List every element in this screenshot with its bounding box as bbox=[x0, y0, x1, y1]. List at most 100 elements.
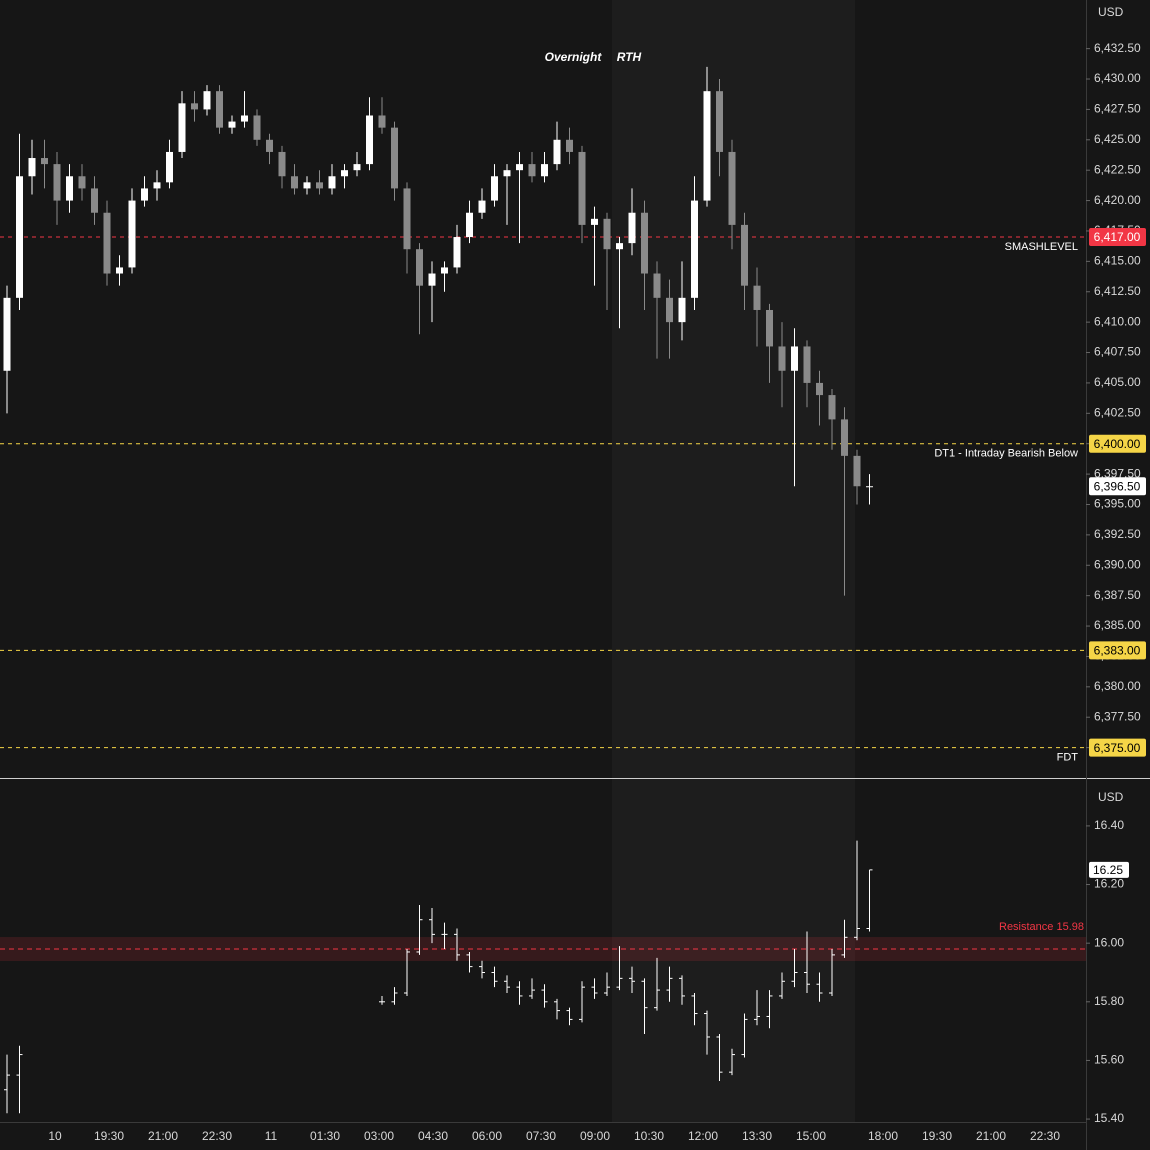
candle-body bbox=[128, 200, 136, 268]
x-tick-label: 19:30 bbox=[94, 1129, 124, 1143]
currency-label: USD bbox=[1098, 790, 1124, 804]
candle-body bbox=[366, 115, 373, 165]
x-tick-label: 12:00 bbox=[688, 1129, 718, 1143]
candle-body bbox=[303, 182, 311, 189]
x-tick-label: 15:00 bbox=[796, 1129, 826, 1143]
y-tick-label: 6,430.00 bbox=[1094, 71, 1141, 85]
candle-body bbox=[228, 121, 236, 128]
y-tick-label: 6,432.50 bbox=[1094, 41, 1141, 55]
candle-body bbox=[641, 212, 648, 274]
candle-body bbox=[28, 158, 36, 177]
session-label: RTH bbox=[617, 50, 642, 64]
candle-body bbox=[741, 224, 748, 286]
level-name: SMASHLEVEL bbox=[1005, 241, 1078, 253]
candle-body bbox=[403, 188, 411, 250]
x-tick-label: 03:00 bbox=[364, 1129, 394, 1143]
candle-body bbox=[141, 188, 148, 201]
y-tick-label: 6,415.00 bbox=[1094, 254, 1141, 268]
y-tick-label: 16.00 bbox=[1094, 935, 1124, 949]
y-tick-label: 6,412.50 bbox=[1094, 284, 1141, 298]
candle-body bbox=[266, 139, 273, 152]
candle-body bbox=[3, 297, 11, 371]
x-tick-label: 07:30 bbox=[526, 1129, 556, 1143]
candle-body bbox=[853, 455, 861, 487]
x-tick-label: 13:30 bbox=[742, 1129, 772, 1143]
x-tick-label: 10:30 bbox=[634, 1129, 664, 1143]
candle-body bbox=[203, 91, 211, 110]
candle-body bbox=[728, 151, 736, 225]
x-tick-label: 01:30 bbox=[310, 1129, 340, 1143]
x-tick-label: 22:30 bbox=[1030, 1129, 1060, 1143]
candle-body bbox=[653, 273, 661, 298]
candle-body bbox=[866, 486, 873, 488]
candle-body bbox=[153, 182, 161, 189]
level-tag bbox=[1089, 228, 1146, 247]
candle-body bbox=[528, 164, 536, 177]
x-tick-label: 18:00 bbox=[868, 1129, 898, 1143]
candle-body bbox=[703, 91, 711, 201]
candle-body bbox=[391, 127, 398, 189]
y-tick-label: 6,392.50 bbox=[1094, 527, 1141, 541]
candle-body bbox=[516, 164, 523, 171]
candle-body bbox=[628, 212, 636, 244]
y-tick-label: 6,402.50 bbox=[1094, 405, 1141, 419]
candle-body bbox=[428, 273, 436, 286]
level-tag-label: 6,417.00 bbox=[1094, 230, 1141, 244]
last-price-label: 6,396.50 bbox=[1094, 479, 1141, 493]
candle-body bbox=[53, 164, 61, 201]
candle-body bbox=[753, 285, 761, 310]
y-tick-label: 15.40 bbox=[1094, 1111, 1124, 1125]
candle-body bbox=[791, 346, 798, 371]
candle-body bbox=[453, 237, 461, 268]
candle-body bbox=[178, 103, 186, 152]
resistance-label: Resistance 15.98 bbox=[999, 921, 1084, 933]
y-tick-label: 6,397.50 bbox=[1094, 466, 1141, 480]
candle-body bbox=[41, 158, 48, 165]
last-price-tag bbox=[1089, 861, 1129, 878]
candle-body bbox=[766, 309, 773, 347]
candle-body bbox=[103, 212, 111, 274]
candle-body bbox=[253, 115, 261, 140]
candle-body bbox=[116, 267, 123, 274]
x-tick-label: 10 bbox=[48, 1129, 62, 1143]
y-tick-label: 15.80 bbox=[1094, 994, 1124, 1008]
candle-body bbox=[541, 164, 548, 177]
candle-body bbox=[378, 115, 386, 128]
x-tick-label: 09:00 bbox=[580, 1129, 610, 1143]
candle-body bbox=[66, 176, 73, 201]
x-tick-label: 21:00 bbox=[976, 1129, 1006, 1143]
y-tick-label: 6,407.50 bbox=[1094, 345, 1141, 359]
candle-body bbox=[241, 115, 248, 122]
last-price-label: 16.25 bbox=[1093, 863, 1123, 877]
candle-body bbox=[466, 212, 473, 238]
candle-body bbox=[441, 267, 448, 274]
level-tag bbox=[1089, 434, 1146, 453]
candle-body bbox=[416, 249, 423, 286]
candle-body bbox=[478, 200, 486, 213]
y-tick-label: 6,405.00 bbox=[1094, 375, 1141, 389]
y-tick-label: 6,425.00 bbox=[1094, 132, 1141, 146]
candle-body bbox=[491, 176, 498, 201]
y-tick-label: 6,387.50 bbox=[1094, 588, 1141, 602]
candle-body bbox=[166, 151, 173, 183]
candle-body bbox=[16, 176, 23, 298]
candle-body bbox=[78, 176, 86, 189]
y-tick-label: 15.60 bbox=[1094, 1053, 1124, 1067]
candle-body bbox=[816, 382, 823, 396]
candle-body bbox=[578, 151, 586, 225]
currency-label: USD bbox=[1098, 5, 1124, 19]
x-tick-label: 19:30 bbox=[922, 1129, 952, 1143]
candle-body bbox=[803, 346, 811, 383]
candle-body bbox=[328, 176, 336, 189]
candle-body bbox=[841, 419, 848, 456]
candle-body bbox=[603, 218, 611, 250]
level-name: DT1 - Intraday Bearish Below bbox=[934, 448, 1078, 460]
level-tag-label: 6,383.00 bbox=[1094, 644, 1141, 658]
x-tick-label: 22:30 bbox=[202, 1129, 232, 1143]
candle-body bbox=[316, 182, 323, 189]
x-tick-label: 21:00 bbox=[148, 1129, 178, 1143]
last-price-tag bbox=[1089, 477, 1146, 496]
candle-body bbox=[91, 188, 98, 213]
candle-body bbox=[341, 170, 348, 177]
